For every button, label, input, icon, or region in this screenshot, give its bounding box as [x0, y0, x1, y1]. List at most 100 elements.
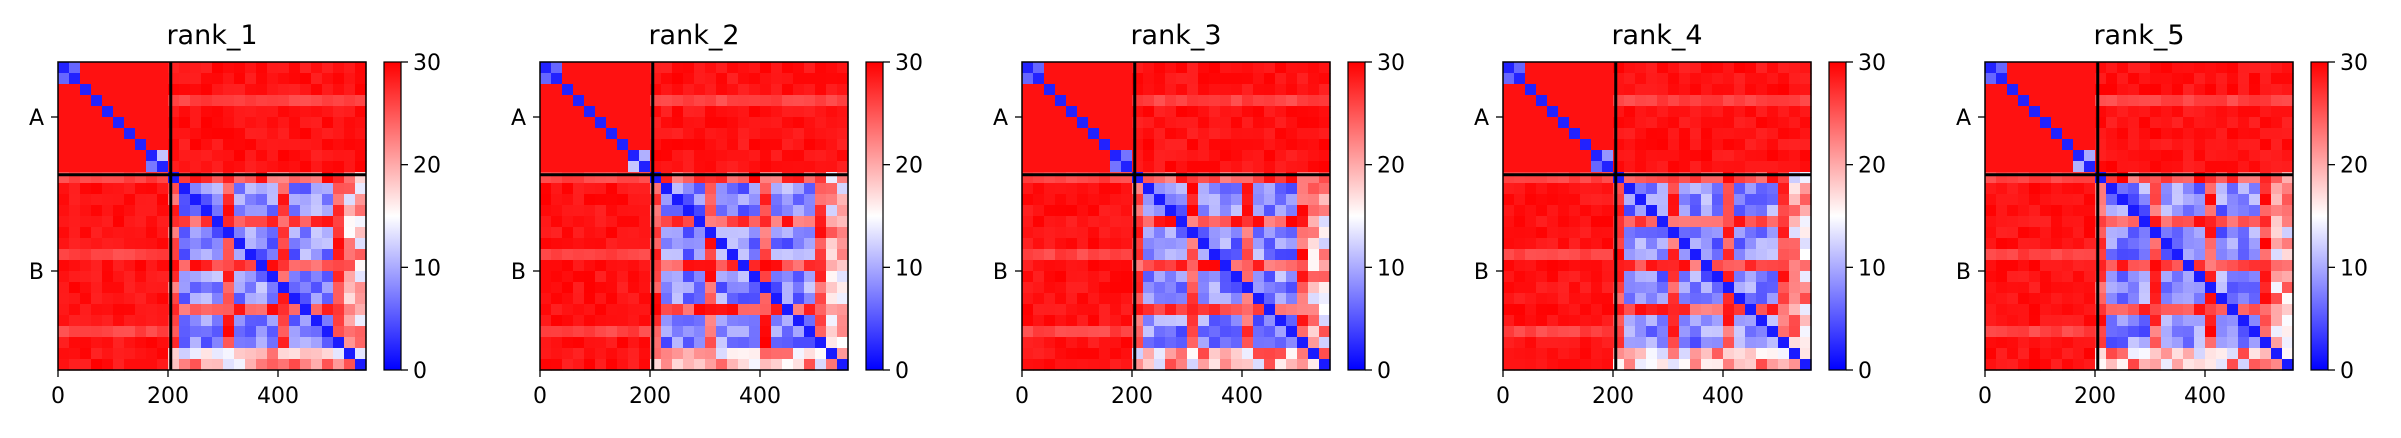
heatmap-cell	[650, 227, 662, 239]
heatmap-cell	[1503, 128, 1515, 140]
heatmap-cell	[760, 238, 772, 250]
heatmap-cell	[1635, 304, 1647, 316]
heatmap-cell	[344, 73, 356, 85]
heatmap-cell	[157, 117, 169, 129]
heatmap-cell	[1033, 84, 1045, 96]
heatmap-cell	[562, 194, 574, 206]
heatmap-cell	[617, 117, 629, 129]
heatmap-cell	[322, 271, 334, 283]
heatmap-cell	[1242, 337, 1254, 349]
heatmap-cell	[2084, 260, 2096, 272]
heatmap-cell	[1613, 172, 1625, 184]
heatmap-cell	[2205, 95, 2217, 107]
heatmap-cell	[672, 337, 684, 349]
heatmap-cell	[1154, 95, 1166, 107]
heatmap-cell	[1231, 315, 1243, 327]
heatmap-cell	[1297, 260, 1309, 272]
heatmap-cell	[1187, 304, 1199, 316]
heatmap-cell	[168, 293, 180, 305]
heatmap-cell	[2227, 238, 2239, 250]
heatmap-cell	[2095, 337, 2107, 349]
heatmap-cell	[2172, 326, 2184, 338]
heatmap-cell	[135, 304, 147, 316]
heatmap-cell	[1668, 73, 1680, 85]
heatmap-cell	[1033, 282, 1045, 294]
heatmap-cell	[1591, 348, 1603, 360]
heatmap-cell	[113, 304, 125, 316]
heatmap-cell	[355, 293, 367, 305]
heatmap-cell	[223, 161, 235, 173]
heatmap-cell	[256, 348, 268, 360]
heatmap-cell	[124, 304, 136, 316]
heatmap-cell	[278, 271, 290, 283]
heatmap-cell	[1176, 238, 1188, 250]
heatmap-cell	[1165, 304, 1177, 316]
heatmap-cell	[1033, 304, 1045, 316]
heatmap-cell	[1745, 161, 1757, 173]
heatmap-cell	[1646, 293, 1658, 305]
heatmap-cell	[2205, 348, 2217, 360]
heatmap-cell	[1668, 117, 1680, 129]
heatmap-cell	[2095, 161, 2107, 173]
heatmap-cell	[705, 216, 717, 228]
heatmap-cell	[2216, 238, 2228, 250]
heatmap-cell	[1088, 205, 1100, 217]
heatmap-cell	[1242, 249, 1254, 261]
heatmap-cell	[1220, 62, 1232, 74]
heatmap-cell	[1319, 271, 1331, 283]
heatmap-cell	[683, 337, 695, 349]
heatmap-cell	[1143, 150, 1155, 162]
heatmap-cell	[826, 139, 838, 151]
heatmap-cell	[617, 304, 629, 316]
heatmap-cell	[2040, 73, 2052, 85]
heatmap-cell	[1996, 106, 2008, 118]
heatmap-cell	[1209, 128, 1221, 140]
heatmap-cell	[1657, 337, 1669, 349]
heatmap-cell	[2282, 238, 2294, 250]
heatmap-cell	[584, 172, 596, 184]
heatmap-cell	[2271, 172, 2283, 184]
heatmap-cell	[1044, 227, 1056, 239]
heatmap-cell	[300, 172, 312, 184]
heatmap-cell	[2172, 183, 2184, 195]
heatmap-cell	[1996, 205, 2008, 217]
heatmap-cell	[2095, 282, 2107, 294]
heatmap-cell	[168, 194, 180, 206]
heatmap-cell	[793, 172, 805, 184]
heatmap-cell	[1308, 128, 1320, 140]
heatmap-cell	[1033, 128, 1045, 140]
heatmap-cell	[1668, 337, 1680, 349]
heatmap-cell	[80, 84, 92, 96]
heatmap-cell	[322, 249, 334, 261]
heatmap-cell	[1209, 304, 1221, 316]
heatmap-cell	[1996, 128, 2008, 140]
heatmap-cell	[1745, 73, 1757, 85]
heatmap-cell	[2271, 216, 2283, 228]
heatmap-cell	[1066, 183, 1078, 195]
x-tick-label: 400	[1702, 384, 1744, 409]
heatmap-cell	[223, 348, 235, 360]
heatmap-cell	[562, 106, 574, 118]
heatmap-cell	[1121, 205, 1133, 217]
heatmap-cell	[2238, 205, 2250, 217]
heatmap-cell	[1591, 172, 1603, 184]
heatmap-cell	[2007, 183, 2019, 195]
heatmap-cell	[2106, 282, 2118, 294]
heatmap-cell	[2029, 62, 2041, 74]
heatmap-cell	[617, 216, 629, 228]
heatmap-cell	[540, 227, 552, 239]
heatmap-cell	[80, 238, 92, 250]
heatmap-cell	[333, 161, 345, 173]
heatmap-cell	[573, 62, 585, 74]
heatmap-cell	[727, 326, 739, 338]
heatmap-cell	[1220, 304, 1232, 316]
heatmap-cell	[333, 106, 345, 118]
heatmap-cell	[1734, 139, 1746, 151]
heatmap-cell	[80, 304, 92, 316]
heatmap-cell	[716, 315, 728, 327]
heatmap-cell	[738, 359, 750, 371]
heatmap-cell	[650, 359, 662, 371]
heatmap-cell	[1022, 337, 1034, 349]
heatmap-cell	[1613, 161, 1625, 173]
